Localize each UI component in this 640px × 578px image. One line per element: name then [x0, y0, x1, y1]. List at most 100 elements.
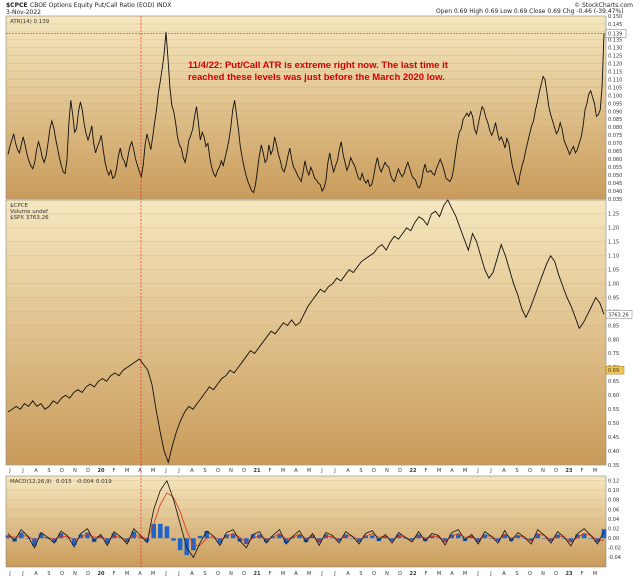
x-upper-month-label: A [346, 468, 350, 474]
macd-tick-label: 0.08 [608, 498, 619, 504]
macd-histogram-bar [257, 534, 262, 539]
macd-histogram-bar [131, 531, 137, 539]
macd-histogram-bar [601, 529, 607, 539]
macd-histogram-bar [204, 531, 209, 539]
price-tick-label: 0.85 [608, 323, 619, 329]
x-upper-month-label: O [60, 468, 64, 474]
annotation-line-1: 11/4/22: Put/Call ATR is extreme right n… [188, 60, 449, 71]
atr-tick-label: 0.125 [608, 54, 622, 60]
x-upper-month-label: A [502, 468, 506, 474]
macd-legend-value: 0.015 [56, 479, 72, 485]
spx-last-value-marker: 3763.26 [605, 310, 633, 319]
atr-tick-label: 0.130 [608, 46, 622, 52]
x-upper-month-label: J [177, 468, 179, 474]
macd-histogram-bar [105, 538, 110, 544]
macd-line [7, 479, 605, 559]
x-upper-year-label: 23 [566, 468, 573, 474]
x-upper-month-label: J [320, 468, 322, 474]
macd-histogram-bar [330, 537, 335, 539]
atr-tick-label: 0.035 [608, 197, 622, 203]
atr-tick-label: 0.090 [608, 109, 622, 115]
x-upper-month-label: F [269, 468, 272, 474]
macd-histogram-bar [456, 534, 461, 539]
x-upper-month-label: D [86, 468, 90, 474]
x-upper-month-label: D [554, 468, 558, 474]
macd-histogram-bar [409, 538, 415, 541]
macd-tick-label: -0.04 [608, 555, 621, 561]
macd-histogram-bar [151, 523, 156, 539]
macd-histogram-bar [283, 538, 289, 544]
spx-legend: $SPX 3763.26 [10, 215, 49, 221]
x-upper-month-label: O [528, 468, 532, 474]
spx-line [7, 199, 605, 464]
macd-histogram-bar [316, 538, 322, 543]
x-lower-month-label: J [164, 571, 166, 577]
x-upper-year-label: 22 [410, 468, 417, 474]
macd-histogram-bar [250, 534, 256, 539]
x-lower-month-label: M [437, 571, 441, 577]
macd-histogram-bar [363, 535, 368, 539]
x-lower-month-label: J [8, 571, 10, 577]
x-upper-month-label: S [359, 468, 362, 474]
atr-tick-label: 0.055 [608, 165, 622, 171]
macd-legend-histogram: 0.019 [96, 479, 112, 485]
price-tick-label: 0.75 [608, 351, 619, 357]
x-lower-month-label: F [581, 571, 584, 577]
x-lower-month-label: O [60, 571, 64, 577]
macd-histogram-bar [52, 538, 57, 543]
brand-label: © StockCharts.com [574, 2, 633, 9]
x-lower-month-label: S [515, 571, 518, 577]
macd-histogram-bar [489, 538, 494, 539]
x-lower-month-label: M [307, 571, 311, 577]
price-tick-label: 1.00 [608, 281, 619, 287]
macd-histogram-bar [343, 534, 349, 539]
macd-histogram-bar [210, 537, 216, 539]
macd-histogram-bar [416, 534, 421, 539]
macd-histogram-bar [158, 523, 163, 539]
atr-tick-label: 0.045 [608, 181, 622, 187]
spx-last-value-box [605, 310, 633, 319]
x-lower-month-label: F [113, 571, 116, 577]
x-lower-month-label: N [229, 571, 233, 577]
atr-last-value-box [605, 29, 627, 38]
macd-histogram-bar [71, 538, 77, 545]
symbol-description: CBOE Options Equity Put/Call Ratio (EOD)… [30, 2, 171, 9]
x-lower-month-label: A [294, 571, 298, 577]
x-upper-year-label: 21 [254, 468, 261, 474]
macd-histogram-bar [568, 538, 574, 543]
price-tick-label: 0.40 [608, 449, 619, 455]
macd-y-axis: 0.12 0.10 0.08 0.06 0.04 0.02 0.00 -0.02 -0.04 [608, 479, 621, 562]
x-upper-month-label: A [190, 468, 194, 474]
macd-histogram-bar [5, 535, 11, 539]
atr-tick-label: 0.095 [608, 101, 622, 107]
x-upper-month-label: M [593, 468, 597, 474]
price-panel-background [5, 199, 607, 466]
price-tick-label: 0.60 [608, 393, 619, 399]
x-lower-month-label: O [216, 571, 220, 577]
macd-histogram-bar [297, 534, 302, 539]
x-upper-month-label: S [47, 468, 50, 474]
macd-panel: 0.12 0.10 0.08 0.06 0.04 0.02 0.00 -0.02 -0.04 M… [5, 475, 621, 568]
price-tick-label: 0.50 [608, 421, 619, 427]
x-upper-month-label: J [333, 468, 335, 474]
macd-histogram-bar [277, 534, 282, 539]
macd-signal-line [7, 492, 604, 546]
x-upper-month-label: M [463, 468, 467, 474]
macd-histogram-bar [542, 538, 547, 539]
cpce-legend: $CPCE [10, 203, 28, 209]
macd-histogram-bar [197, 535, 203, 539]
macd-histogram-bar [25, 538, 31, 539]
cpce-marker: 0.69 [605, 365, 625, 375]
x-upper-month-label: S [203, 468, 206, 474]
price-tick-label: 0.55 [608, 407, 619, 413]
x-lower-month-label: A [450, 571, 454, 577]
price-tick-label: 1.20 [608, 226, 619, 232]
macd-tick-label: -0.02 [608, 546, 621, 552]
macd-histogram-bar [555, 534, 560, 539]
x-lower-month-label: D [554, 571, 558, 577]
x-upper-month-label: N [541, 468, 545, 474]
price-tick-label: 0.45 [608, 435, 619, 441]
macd-histogram-bar [230, 534, 236, 539]
macd-panel-background [5, 475, 607, 568]
atr-tick-label: 0.070 [608, 141, 622, 147]
